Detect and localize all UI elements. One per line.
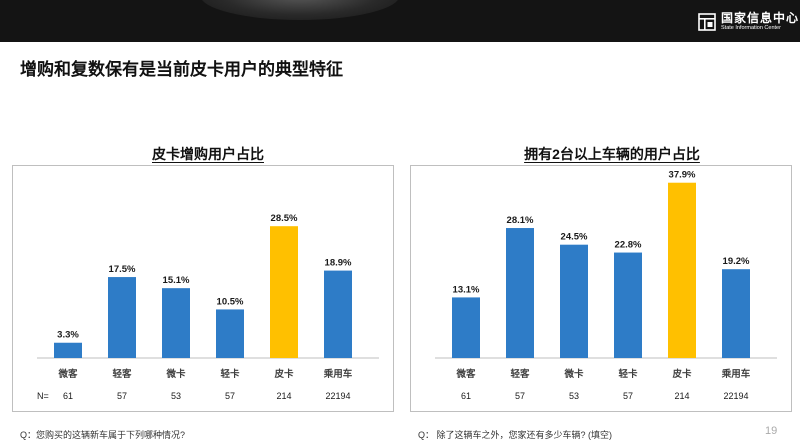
data-label-right-2: 24.5%: [561, 232, 588, 243]
bar-right-1: [506, 228, 534, 358]
sample-size-label-left-1: 57: [117, 391, 127, 401]
bar-right-0: [452, 297, 480, 358]
bar-right-2: [560, 244, 588, 358]
bar-right-3: [614, 252, 642, 358]
bar-left-1: [108, 277, 136, 358]
logo: 国家信息中心 State Information Center: [698, 10, 799, 34]
question-footnote-right: Q： 除了这辆车之外，您家还有多少车辆? (填空): [418, 430, 613, 440]
sample-size-label-right-3: 57: [623, 391, 633, 401]
sample-size-label-right-1: 57: [515, 391, 525, 401]
category-label-right-2: 微卡: [563, 368, 584, 380]
sample-size-label-left-4: 214: [276, 391, 291, 401]
state-information-center-logo-icon: [698, 13, 716, 31]
sample-size-label-left-5: 22194: [325, 391, 350, 401]
data-label-left-5: 18.9%: [325, 258, 352, 269]
question-footnote-left: Q：您购买的这辆新车属于下列哪种情况?: [20, 430, 186, 440]
logo-text-cn: 国家信息中心: [721, 11, 800, 25]
sample-size-label-right-2: 53: [569, 391, 579, 401]
logo-text-en: State Information Center: [721, 25, 781, 31]
sample-size-label-right-5: 22194: [723, 391, 748, 401]
data-label-left-2: 15.1%: [163, 275, 190, 286]
data-label-right-0: 13.1%: [453, 284, 480, 295]
sample-size-label-right-0: 61: [461, 391, 471, 401]
sample-size-label-left-2: 53: [171, 391, 181, 401]
bar-left-4: [270, 226, 298, 358]
bar-right-4: [668, 182, 696, 358]
data-label-right-4: 37.9%: [669, 170, 696, 181]
category-label-right-5: 乘用车: [721, 368, 751, 380]
bar-left-2: [162, 288, 190, 358]
category-label-right-3: 轻卡: [618, 368, 638, 380]
sample-size-label-left-0: 61: [63, 391, 73, 401]
bar-right-5: [722, 269, 750, 358]
chart-title-right: 拥有2台以上车辆的用户占比: [524, 146, 700, 162]
bar-left-3: [216, 309, 244, 358]
category-label-left-4: 皮卡: [273, 368, 294, 380]
chart-title-left: 皮卡增购用户占比: [152, 146, 264, 162]
page-title: 增购和复数保有是当前皮卡用户的典型特征: [20, 60, 343, 79]
bar-left-0: [54, 342, 82, 358]
bar-chart-right: 13.1% 微客 61 28.1% 轻客 57 24.5% 微卡 53 22.8% 轻卡 57 37.9…: [435, 170, 777, 401]
page-number: 19: [765, 425, 778, 437]
category-label-right-4: 皮卡: [671, 368, 692, 380]
category-label-right-1: 轻客: [510, 368, 530, 380]
data-label-right-1: 28.1%: [507, 215, 534, 226]
data-label-left-4: 28.5%: [271, 213, 298, 224]
category-label-left-3: 轻卡: [220, 368, 240, 380]
data-label-left-3: 10.5%: [217, 296, 244, 307]
header-decoration: [200, 0, 400, 20]
data-label-right-5: 19.2%: [723, 256, 750, 267]
category-label-left-0: 微客: [57, 368, 78, 380]
category-label-left-5: 乘用车: [323, 368, 353, 380]
header-bar: 国家信息中心 State Information Center: [0, 0, 800, 42]
chart-panel-left: 3.3% 微客 61 17.5% 轻客 57 15.1% 微卡 53 10.5% 轻卡 57 28.5%…: [12, 165, 394, 412]
category-label-left-1: 轻客: [112, 368, 132, 380]
sample-size-label-left-3: 57: [225, 391, 235, 401]
category-label-right-0: 微客: [455, 368, 476, 380]
sample-size-prefix-left: N=: [37, 391, 49, 401]
sample-size-label-right-4: 214: [674, 391, 689, 401]
data-label-left-1: 17.5%: [109, 264, 136, 275]
data-label-left-0: 3.3%: [57, 330, 79, 341]
bar-left-5: [324, 270, 352, 358]
data-label-right-3: 22.8%: [615, 240, 642, 251]
bar-chart-left: 3.3% 微客 61 17.5% 轻客 57 15.1% 微卡 53 10.5% 轻卡 57 28.5%…: [37, 213, 379, 401]
category-label-left-2: 微卡: [165, 368, 186, 380]
chart-panel-right: 13.1% 微客 61 28.1% 轻客 57 24.5% 微卡 53 22.8% 轻卡 57 37.9…: [410, 165, 792, 412]
